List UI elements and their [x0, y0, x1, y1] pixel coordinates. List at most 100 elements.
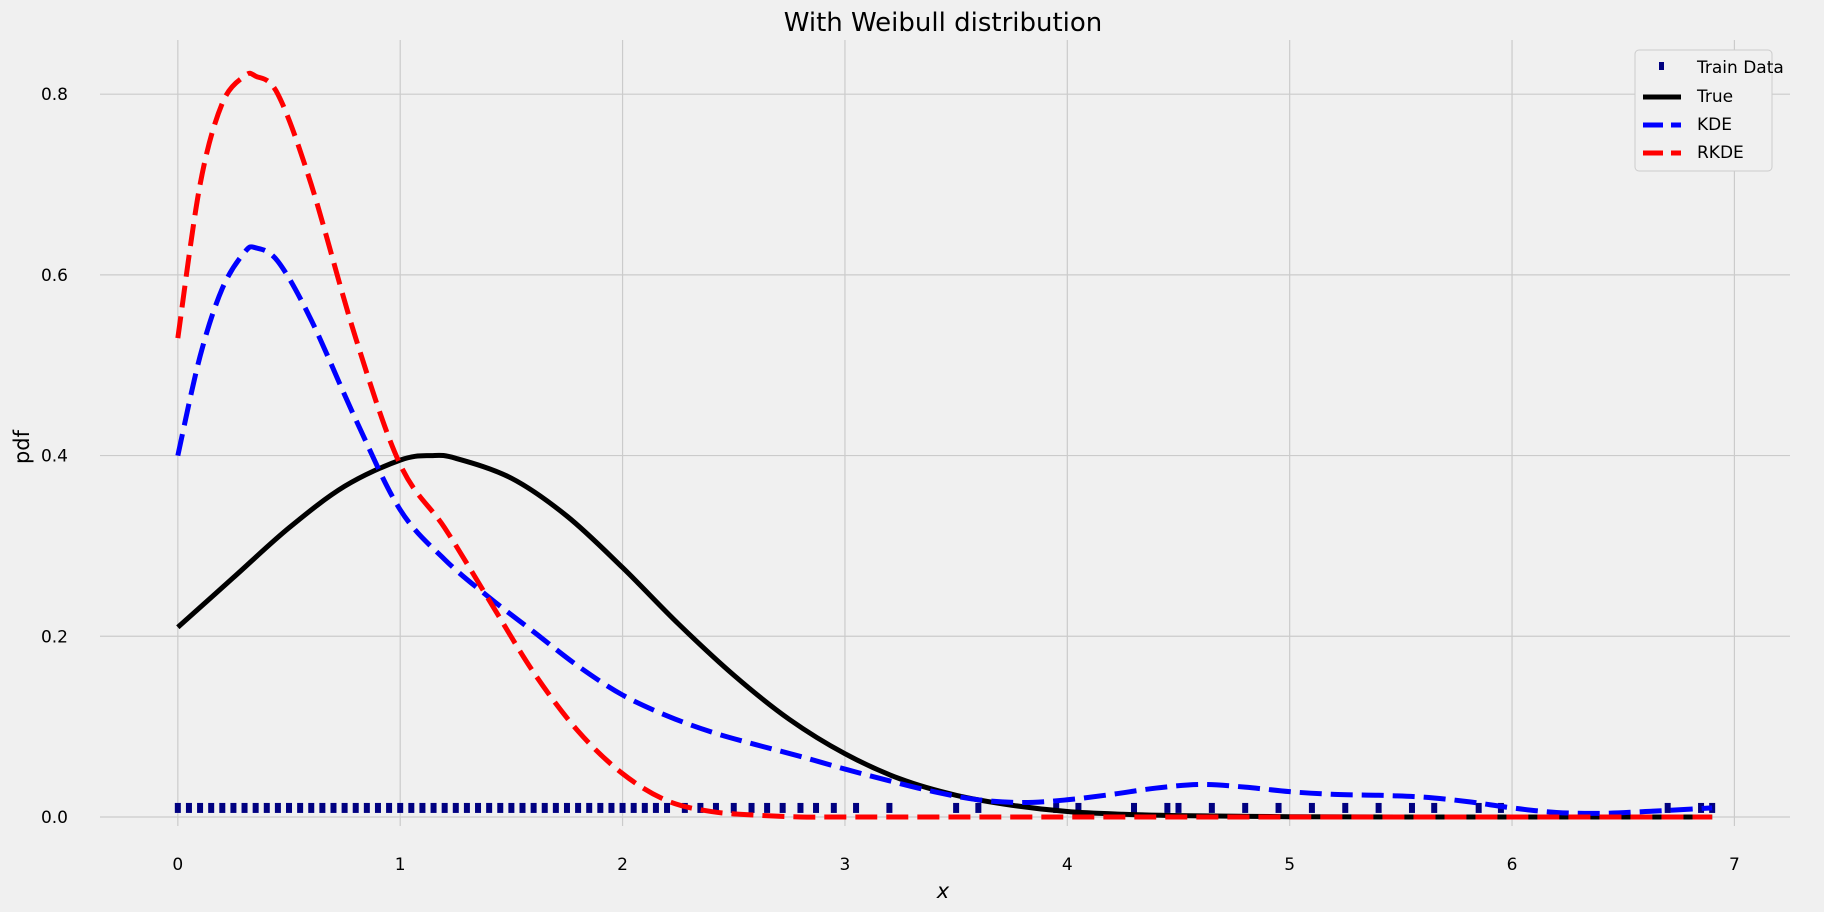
train-data-point: [1242, 802, 1249, 813]
train-data-point: [1131, 802, 1138, 813]
train-data-point: [853, 802, 860, 813]
series-lines: [175, 70, 1713, 820]
legend-label-true: True: [1696, 87, 1733, 107]
y-tick-label: 0.6: [41, 266, 68, 286]
train-data-point: [208, 802, 215, 813]
train-data-point: [452, 802, 459, 813]
train-data-markers: [174, 802, 1716, 813]
train-data-point: [619, 802, 626, 813]
train-data-point: [797, 802, 804, 813]
series-line-rkde: [175, 70, 1713, 820]
train-data-point: [341, 802, 348, 813]
train-data-point: [486, 802, 493, 813]
train-data-point: [274, 802, 281, 813]
train-data-point: [1053, 802, 1060, 813]
train-data-point: [597, 802, 604, 813]
train-data-point: [1431, 802, 1438, 813]
x-axis-label: x: [936, 879, 950, 903]
train-data-point: [308, 802, 315, 813]
train-data-point: [197, 802, 204, 813]
train-data-point: [252, 802, 259, 813]
train-data-point: [975, 802, 982, 813]
train-data-point: [779, 802, 786, 813]
x-tick-label: 7: [1729, 855, 1740, 875]
train-data-point: [463, 802, 470, 813]
legend-label-kde: KDE: [1697, 115, 1732, 135]
legend-frame: [1634, 49, 1773, 172]
train-data-point: [563, 802, 570, 813]
train-data-point: [1475, 802, 1482, 813]
train-data-point: [641, 802, 648, 813]
train-data-point: [1075, 802, 1082, 813]
train-data-point: [508, 802, 515, 813]
train-data-point: [530, 802, 537, 813]
train-data-point: [1408, 802, 1415, 813]
legend-label-rkde: RKDE: [1697, 143, 1744, 163]
x-tick-label: 3: [840, 855, 851, 875]
train-data-point: [408, 802, 415, 813]
train-data-point: [241, 802, 248, 813]
x-tick-label: 2: [617, 855, 628, 875]
train-data-point: [541, 802, 548, 813]
legend: Train Data True KDE RKDE: [1634, 49, 1784, 172]
train-data-point: [475, 802, 482, 813]
train-data-point: [1664, 802, 1671, 813]
train-data-point: [1342, 802, 1349, 813]
train-data-point: [519, 802, 526, 813]
train-data-point: [363, 802, 370, 813]
train-data-point: [374, 802, 381, 813]
legend-label-train-data: Train Data: [1696, 58, 1784, 78]
tick-labels: 0 1 2 3 4 5 6 7 0.0 0.2 0.4 0.6 0.8: [41, 85, 1740, 875]
train-data-point: [430, 802, 437, 813]
train-data-point: [630, 802, 637, 813]
x-tick-label: 1: [395, 855, 406, 875]
train-data-point: [586, 802, 593, 813]
train-data-point: [230, 802, 237, 813]
train-data-point: [397, 802, 404, 813]
train-data-point: [575, 802, 582, 813]
train-data-point: [652, 802, 659, 813]
train-data-point: [263, 802, 270, 813]
legend-swatch-train-data: [1659, 62, 1664, 70]
train-data-point: [497, 802, 504, 813]
train-data-point: [608, 802, 615, 813]
train-data-point: [1208, 802, 1215, 813]
series-line-kde: [175, 244, 1713, 816]
train-data-point: [830, 802, 837, 813]
y-tick-label: 0.2: [41, 627, 68, 647]
train-data-point: [1164, 802, 1171, 813]
x-tick-label: 0: [172, 855, 183, 875]
train-data-point: [886, 802, 893, 813]
train-data-point: [441, 802, 448, 813]
train-data-point: [1308, 802, 1315, 813]
x-tick-label: 6: [1507, 855, 1518, 875]
train-data-point: [813, 802, 820, 813]
train-data-point: [286, 802, 293, 813]
y-axis-label: pdf: [10, 429, 34, 464]
train-data-point: [297, 802, 304, 813]
y-tick-label: 0.8: [41, 85, 68, 105]
y-tick-label: 0.0: [41, 808, 68, 828]
train-data-point: [664, 802, 671, 813]
y-tick-label: 0.4: [41, 447, 68, 467]
train-data-point: [697, 802, 704, 813]
train-data-point: [1175, 802, 1182, 813]
train-data-point: [319, 802, 326, 813]
x-tick-label: 5: [1284, 855, 1295, 875]
train-data-point: [748, 802, 755, 813]
train-data-point: [219, 802, 226, 813]
train-data-point: [552, 802, 559, 813]
chart-title: With Weibull distribution: [784, 8, 1103, 38]
train-data-point: [1375, 802, 1382, 813]
train-data-point: [1275, 802, 1282, 813]
train-data-point: [1709, 802, 1716, 813]
train-data-point: [352, 802, 359, 813]
x-tick-label: 4: [1062, 855, 1073, 875]
train-data-point: [953, 802, 960, 813]
train-data-point: [712, 802, 719, 813]
train-data-point: [730, 802, 737, 813]
train-data-point: [185, 802, 192, 813]
train-data-point: [174, 802, 181, 813]
train-data-point: [764, 802, 771, 813]
